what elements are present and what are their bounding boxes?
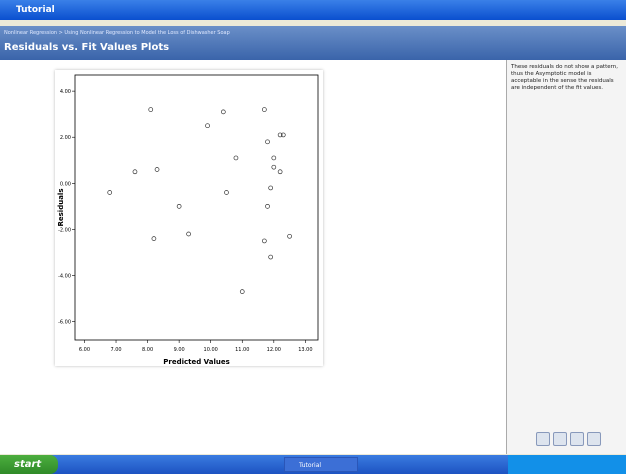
- point: [266, 204, 270, 208]
- y-tick-label: 4.00: [60, 89, 71, 95]
- point: [288, 234, 292, 238]
- point: [266, 140, 270, 144]
- x-tick-label: 10.00: [204, 347, 218, 353]
- y-tick-label: -6.00: [58, 320, 71, 326]
- point: [272, 165, 276, 169]
- x-tick-label: 7.00: [110, 347, 121, 353]
- point: [262, 239, 266, 243]
- x-tick-label: 9.00: [174, 347, 185, 353]
- plot-frame: [75, 75, 318, 340]
- page-heading: Residuals vs. Fit Values Plots: [4, 42, 169, 53]
- y-axis-label: Residuals: [57, 189, 65, 227]
- x-tick-label: 8.00: [142, 347, 153, 353]
- point: [272, 156, 276, 160]
- point: [269, 255, 273, 259]
- task-button[interactable]: Tutorial: [284, 457, 358, 472]
- zoom-button[interactable]: [536, 432, 550, 446]
- system-tray: [508, 455, 626, 474]
- next-button[interactable]: [587, 432, 601, 446]
- point: [108, 191, 112, 195]
- y-tick-label: -2.00: [58, 227, 71, 233]
- point: [177, 204, 181, 208]
- y-tick-label: 2.00: [60, 135, 71, 141]
- point: [187, 232, 191, 236]
- point: [240, 290, 244, 294]
- back-button[interactable]: [570, 432, 584, 446]
- point: [149, 108, 153, 112]
- x-tick-label: 13.00: [298, 347, 312, 353]
- side-pane: [507, 60, 626, 454]
- point: [269, 186, 273, 190]
- plot-panel: 6.00 7.00 8.00 9.00 10.00 11.00 12.00 13.00 4.00…: [55, 70, 323, 366]
- point: [155, 167, 159, 171]
- chart: 6.00 7.00 8.00 9.00 10.00 11.00 12.00 13.00 4.00…: [55, 70, 323, 366]
- x-tick-label: 12.00: [267, 347, 281, 353]
- x-axis-label: Predicted Values: [163, 358, 230, 366]
- app-window: Tutorial Nonlinear Regression > Using No…: [0, 0, 626, 474]
- y-tick-label: 0.00: [60, 181, 71, 187]
- x-tick-label: 11.00: [235, 347, 249, 353]
- window-title: Tutorial: [0, 0, 626, 20]
- point: [224, 191, 228, 195]
- start-button[interactable]: start: [0, 455, 58, 474]
- point: [221, 110, 225, 114]
- point: [133, 170, 137, 174]
- x-tick-label: 6.00: [79, 347, 90, 353]
- point: [206, 124, 210, 128]
- breadcrumb[interactable]: Nonlinear Regression > Using Nonlinear R…: [4, 30, 230, 36]
- side-text: These residuals do not show a pattern, t…: [511, 64, 623, 92]
- point: [234, 156, 238, 160]
- point: [262, 108, 266, 112]
- point: [152, 237, 156, 241]
- y-tick-label: -4.00: [58, 273, 71, 279]
- print-button[interactable]: [553, 432, 567, 446]
- point: [278, 170, 282, 174]
